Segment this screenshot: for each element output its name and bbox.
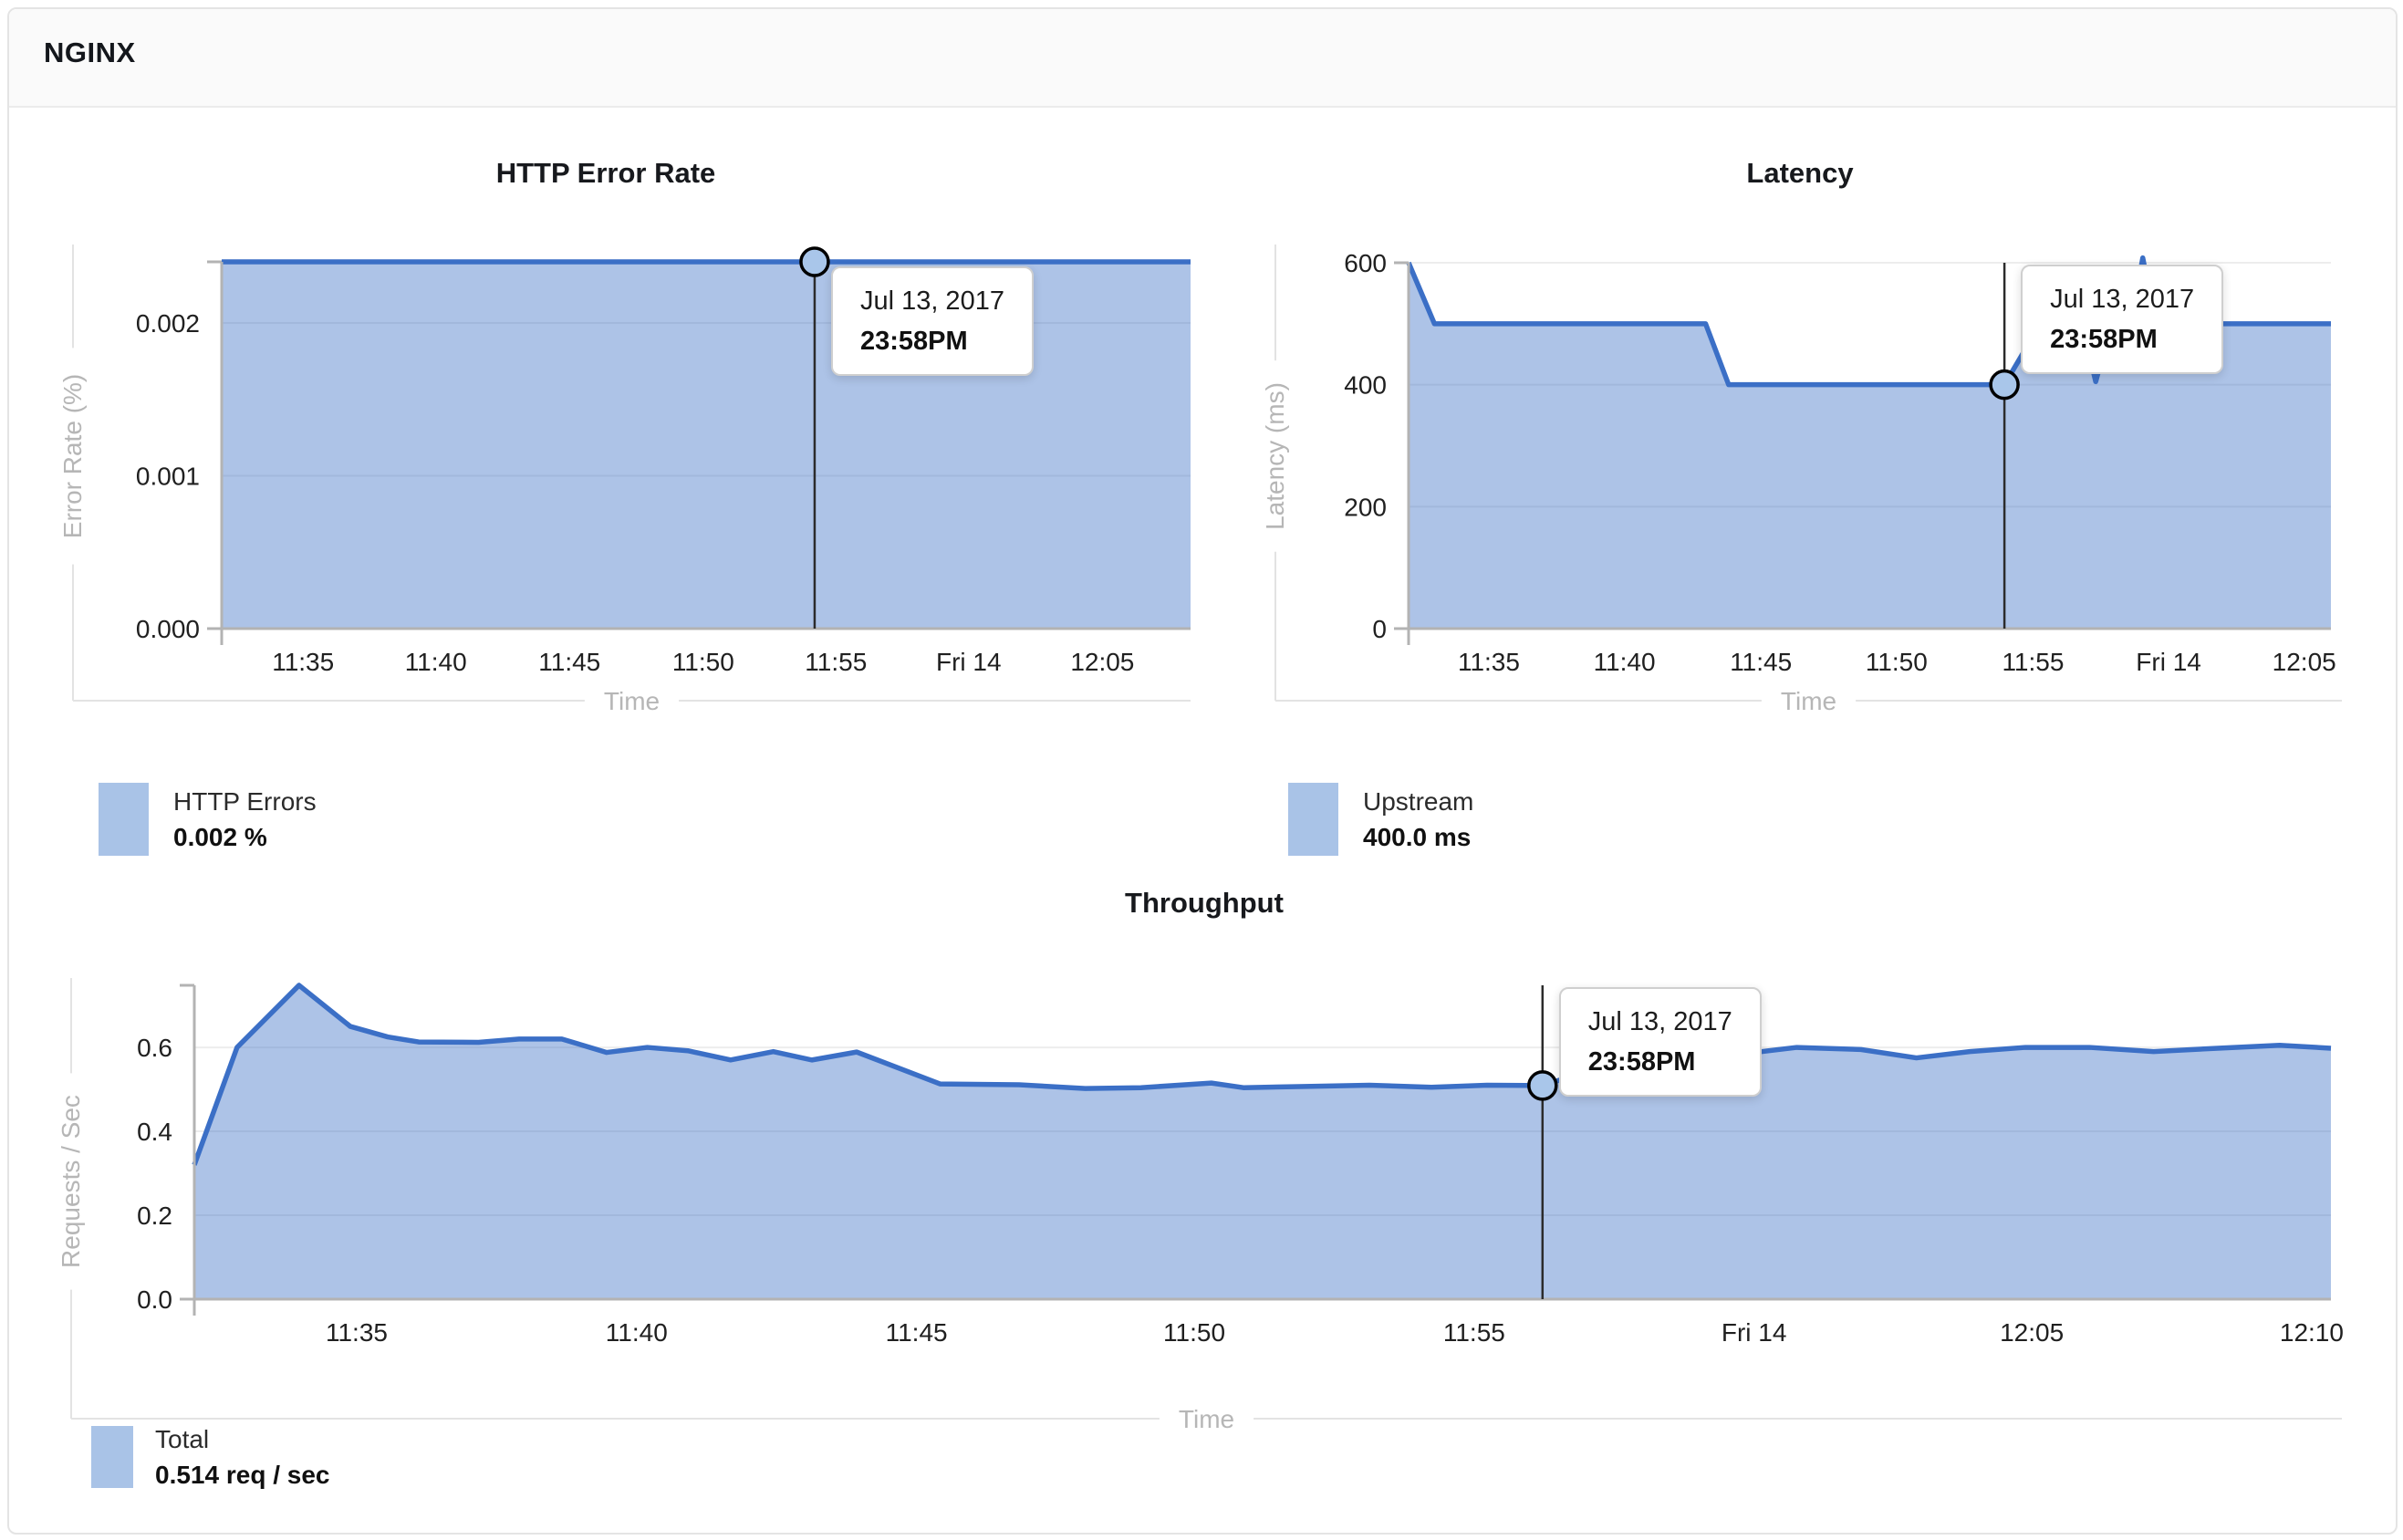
x-tick-label: 12:05 — [2000, 1318, 2064, 1347]
panel-header: NGINX — [9, 9, 2396, 108]
legend-value: 0.002 % — [173, 823, 267, 851]
chart-title-throughput: Throughput — [1125, 887, 1284, 919]
nginx-panel: NGINX 0.000 0.001 0.002 11:35 11:40 11:45 11:5… — [7, 7, 2398, 1535]
y-axis-title: Requests / Sec — [57, 1095, 85, 1268]
x-tick-label: 11:50 — [672, 648, 734, 676]
x-tick-label: 11:45 — [886, 1318, 948, 1347]
x-tick-label: 12:05 — [1070, 648, 1134, 676]
panel-title: NGINX — [44, 36, 136, 68]
charts-canvas[interactable]: 0.000 0.001 0.002 11:35 11:40 11:45 11:50 11:55… — [9, 9, 2403, 1540]
y-axis-title: Latency (ms) — [1261, 382, 1289, 530]
tooltip-time: 23:58PM — [2050, 325, 2158, 354]
x-tick-label: 11:35 — [1458, 648, 1520, 676]
tooltip-time: 23:58PM — [859, 327, 968, 356]
x-tick-label: 11:45 — [538, 648, 600, 676]
x-tick-label: 11:50 — [1866, 648, 1928, 676]
x-tick-label: 11:40 — [405, 648, 467, 676]
y-axis-title: Error Rate (%) — [58, 374, 87, 538]
y-tick-label: 600 — [1344, 249, 1387, 277]
y-tick-label: 0.6 — [137, 1034, 172, 1062]
area-series — [222, 262, 1191, 629]
chart-title-latency: Latency — [1746, 157, 1854, 189]
x-tick-label: 11:50 — [1163, 1318, 1225, 1347]
y-tick-label: 0.000 — [136, 615, 200, 643]
y-tick-label: 200 — [1344, 493, 1387, 521]
tooltip-http-error-rate: Jul 13, 2017 23:58PM — [830, 266, 1034, 376]
x-tick-label: 11:40 — [1594, 648, 1656, 676]
x-tick-label: Fri 14 — [2136, 648, 2201, 676]
x-tick-label: 11:55 — [805, 648, 867, 676]
y-tick-label: 0.2 — [137, 1202, 172, 1230]
y-tick-label: 0 — [1372, 615, 1387, 643]
legend-label: Total — [155, 1425, 210, 1453]
x-tick-label: 11:55 — [2002, 648, 2064, 676]
legend-value: 0.514 req / sec — [155, 1461, 330, 1489]
y-tick-label: 0.4 — [137, 1118, 172, 1146]
x-axis-title: Time — [604, 687, 660, 715]
legend-swatch — [91, 1426, 133, 1488]
tooltip-time: 23:58PM — [1587, 1047, 1696, 1077]
x-tick-label: Fri 14 — [1722, 1318, 1787, 1347]
legend-label: HTTP Errors — [173, 787, 317, 816]
tooltip-throughput: Jul 13, 2017 23:58PM — [1558, 987, 1762, 1097]
area-series — [194, 985, 2331, 1299]
chart-title-http-error-rate: HTTP Error Rate — [495, 157, 716, 189]
x-tick-label: 11:45 — [1730, 648, 1792, 676]
y-tick-label: 0.002 — [136, 309, 200, 338]
hover-marker — [1989, 369, 2020, 401]
x-tick-label: 12:10 — [2280, 1318, 2344, 1347]
x-tick-label: 11:35 — [326, 1318, 388, 1347]
line-series — [192, 983, 2332, 1166]
x-tick-label: 11:55 — [1443, 1318, 1505, 1347]
x-tick-label: 11:35 — [272, 648, 334, 676]
hover-marker — [1527, 1070, 1558, 1101]
legend-total: Total 0.514 req / sec — [91, 1425, 547, 1490]
tooltip-date: Jul 13, 2017 — [1587, 1007, 1732, 1036]
legend-swatch — [1288, 783, 1338, 856]
x-tick-label: Fri 14 — [936, 648, 1002, 676]
tooltip-date: Jul 13, 2017 — [859, 286, 1004, 316]
legend-label: Upstream — [1363, 787, 1474, 816]
legend-value: 400.0 ms — [1363, 823, 1472, 851]
legend-http-errors: HTTP Errors 0.002 % — [99, 783, 555, 858]
y-tick-label: 400 — [1344, 371, 1387, 400]
x-tick-label: 11:40 — [606, 1318, 668, 1347]
legend-upstream: Upstream 400.0 ms — [1288, 783, 1744, 858]
y-tick-label: 0.0 — [137, 1285, 172, 1314]
legend-swatch — [99, 783, 149, 856]
y-tick-label: 0.001 — [136, 463, 200, 491]
x-axis-title: Time — [1179, 1405, 1234, 1433]
tooltip-latency: Jul 13, 2017 23:58PM — [2021, 265, 2224, 374]
hover-marker — [799, 246, 830, 277]
x-axis-title: Time — [1781, 687, 1836, 715]
area-series — [1409, 257, 2331, 629]
tooltip-date: Jul 13, 2017 — [2050, 285, 2195, 314]
x-tick-label: 12:05 — [2273, 648, 2336, 676]
